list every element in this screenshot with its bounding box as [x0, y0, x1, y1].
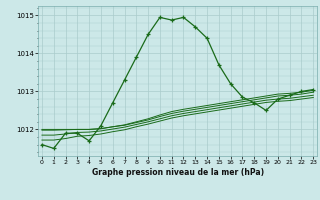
X-axis label: Graphe pression niveau de la mer (hPa): Graphe pression niveau de la mer (hPa) [92, 168, 264, 177]
